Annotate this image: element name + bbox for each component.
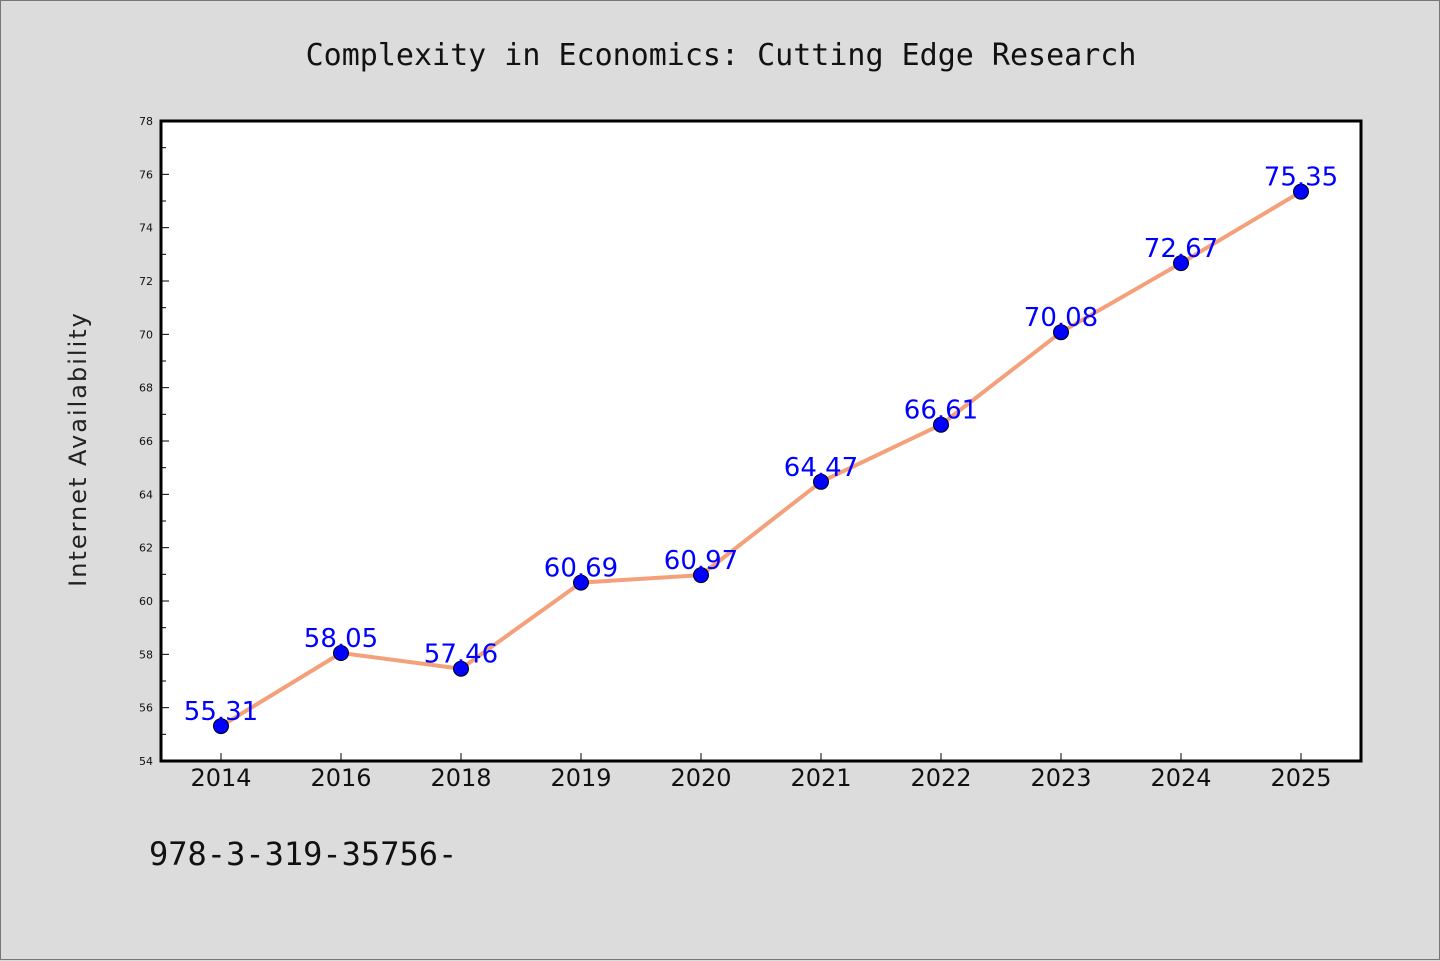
data-point — [213, 718, 229, 735]
y-tick-label: 66 — [139, 435, 153, 448]
x-tick-label: 2024 — [1150, 764, 1211, 792]
x-tick-label: 2019 — [550, 764, 611, 792]
data-point — [333, 645, 349, 661]
y-tick-label: 68 — [139, 382, 153, 395]
data-label: 60.97 — [664, 546, 738, 576]
data-point — [1173, 255, 1189, 272]
data-label: 66.61 — [904, 396, 978, 426]
y-tick-label: 64 — [139, 488, 153, 501]
data-label: 57.46 — [424, 640, 498, 670]
x-tick-label: 2025 — [1270, 764, 1331, 792]
data-point — [453, 660, 469, 677]
data-label: 60.69 — [544, 554, 618, 584]
x-tick-label: 2014 — [190, 764, 251, 792]
plot-area — [159, 119, 1363, 763]
data-label: 64.47 — [784, 453, 858, 483]
footer-note: 978-3-319-35756- — [149, 835, 457, 873]
data-point — [1293, 183, 1309, 200]
y-tick-label: 70 — [139, 328, 153, 341]
y-axis: 54 56 58 60 62 64 66 68 70 72 74 76 78 — [139, 115, 169, 768]
x-tick-label: 2022 — [910, 764, 971, 792]
data-point — [573, 574, 589, 591]
data-label: 55.31 — [184, 697, 258, 727]
chart-title: Complexity in Economics: Cutting Edge Re… — [306, 38, 1137, 73]
x-tick-label: 2016 — [310, 764, 371, 792]
x-tick-label: 2020 — [670, 764, 731, 792]
y-tick-label: 56 — [139, 702, 153, 715]
data-point — [693, 567, 709, 584]
data-point — [1053, 324, 1069, 341]
data-label: 58.05 — [304, 624, 378, 654]
y-tick-label: 78 — [139, 115, 153, 128]
series-line — [219, 189, 1303, 728]
data-label: 75.35 — [1264, 163, 1338, 193]
y-tick-label: 76 — [139, 168, 153, 181]
data-point — [813, 473, 829, 490]
x-axis: 2014 2016 2018 2019 2020 2021 2022 2023 2024 2025 — [190, 753, 1332, 792]
x-tick-label: 2018 — [430, 764, 491, 792]
y-tick-label: 62 — [139, 542, 153, 555]
data-label: 70.08 — [1024, 303, 1098, 333]
y-tick-label: 74 — [139, 222, 153, 235]
data-label: 72.67 — [1144, 234, 1218, 264]
series-group: 55.31 58.05 57.46 60.69 60.97 64.47 66.61 70.08… — [184, 163, 1338, 735]
y-tick-label: 72 — [139, 275, 153, 288]
y-tick-label: 58 — [139, 648, 153, 661]
x-tick-label: 2023 — [1030, 764, 1091, 792]
data-point — [933, 416, 949, 433]
y-tick-label: 60 — [139, 595, 153, 608]
y-tick-label: 54 — [139, 755, 153, 768]
y-axis-label: Internet Availability — [64, 311, 92, 587]
x-tick-label: 2021 — [790, 764, 851, 792]
